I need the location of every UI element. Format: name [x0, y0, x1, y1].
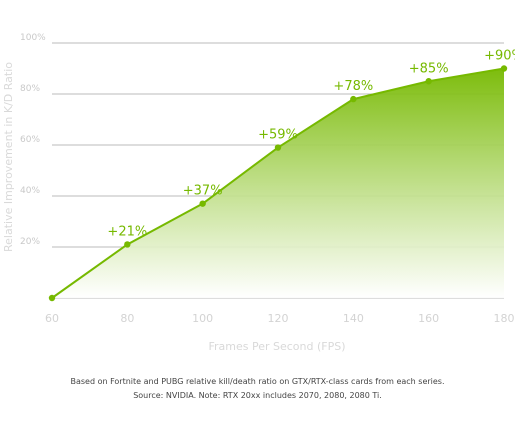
data-label: +85% [409, 61, 449, 76]
x-axis-ticks: 60 80 100 120 140 160 180 [45, 312, 515, 325]
x-tick-label: 160 [418, 312, 439, 325]
data-label: +21% [107, 224, 147, 239]
data-label: +59% [258, 128, 298, 143]
data-point [500, 65, 508, 72]
x-tick-label: 120 [268, 312, 289, 325]
data-point [124, 241, 131, 248]
area-fill [52, 68, 504, 298]
y-tick-label: 80% [20, 84, 40, 94]
data-label: +78% [333, 79, 373, 94]
x-tick-label: 80 [120, 312, 134, 325]
y-tick-label: 60% [20, 135, 40, 145]
caption-source: Source: NVIDIA. Note: RTX 20xx includes … [133, 391, 382, 400]
y-tick-label: 100% [20, 33, 46, 43]
y-tick-label: 20% [20, 237, 40, 247]
area-fill-shape [52, 68, 504, 298]
x-tick-label: 140 [343, 312, 364, 325]
data-label: +37% [183, 184, 223, 199]
x-tick-label: 100 [192, 312, 213, 325]
data-labels: +21% +37% +59% +78% +85% +90% [107, 49, 515, 240]
y-tick-label: 40% [20, 186, 40, 196]
data-point [199, 200, 206, 207]
x-tick-label: 180 [494, 312, 515, 325]
caption-note: Based on Fortnite and PUBG relative kill… [70, 377, 445, 386]
data-point [48, 294, 56, 302]
x-axis-label: Frames Per Second (FPS) [208, 340, 345, 353]
fps-kd-ratio-chart: 20% 40% 60% 80% 100% 60 80 100 120 140 160 180 +21… [2, 33, 515, 353]
x-tick-label: 60 [45, 312, 59, 325]
data-point [425, 78, 432, 85]
data-label: +90% [484, 49, 515, 64]
y-axis-label: Relative Improvement in K/D Ratio [2, 62, 15, 252]
data-point [274, 144, 282, 151]
y-axis-ticks: 20% 40% 60% 80% 100% [20, 33, 46, 247]
data-point [350, 95, 357, 103]
data-points [48, 65, 508, 302]
